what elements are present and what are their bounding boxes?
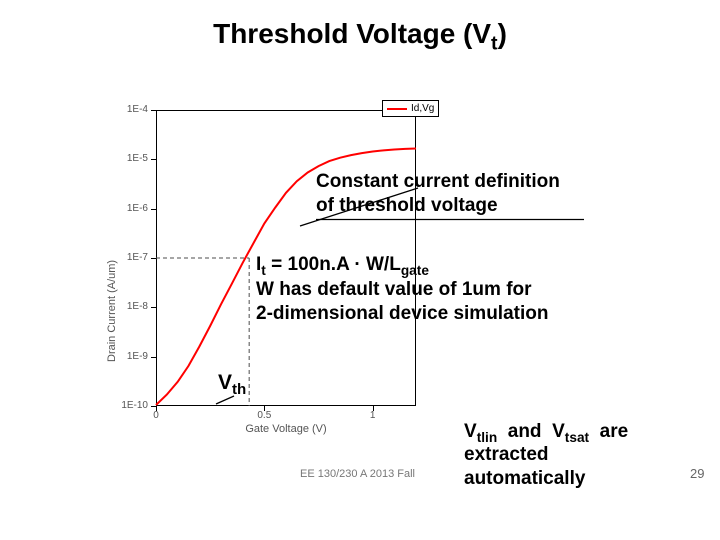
x-tick-mark	[156, 406, 157, 411]
annot-constant-current-definition: Constant current definitionof threshold …	[316, 170, 560, 218]
x-tick-label: 1	[358, 410, 388, 421]
y-tick-mark	[151, 357, 156, 358]
y-tick-mark	[151, 209, 156, 210]
annot-it-equation: It = 100n.A · W/Lgate	[256, 253, 429, 279]
legend-swatch	[387, 108, 407, 110]
x-axis-label: Gate Voltage (V)	[156, 423, 416, 435]
y-tick-label: 1E-4	[98, 104, 148, 115]
y-tick-mark	[151, 110, 156, 111]
x-tick-label: 0.5	[249, 410, 279, 421]
y-tick-mark	[151, 159, 156, 160]
slide-title: Threshold Voltage (Vt)	[0, 18, 720, 56]
x-tick-label: 0	[141, 410, 171, 421]
annot-vtlin-vtsat-line2: extractedautomatically	[464, 443, 585, 491]
title-tail: )	[498, 18, 507, 49]
x-tick-mark	[373, 406, 374, 411]
annot-w-default: W has default value of 1um for2-dimensio…	[256, 278, 548, 326]
page-number: 29	[690, 466, 704, 481]
y-tick-label: 1E-8	[98, 301, 148, 312]
legend-label: Id,Vg	[411, 103, 434, 114]
y-tick-label: 1E-7	[98, 252, 148, 263]
annot-vth-label: Vth	[218, 370, 246, 400]
y-tick-label: 1E-6	[98, 203, 148, 214]
chart-legend: Id,Vg	[382, 100, 439, 117]
y-tick-mark	[151, 258, 156, 259]
y-tick-label: 1E-9	[98, 351, 148, 362]
y-tick-mark	[151, 307, 156, 308]
slide-root: { "title": { "text": "Threshold Voltage …	[0, 0, 720, 540]
title-main: Threshold Voltage (V	[213, 18, 491, 49]
x-tick-mark	[264, 406, 265, 411]
y-tick-label: 1E-5	[98, 153, 148, 164]
slide-footer: EE 130/230 A 2013 Fall	[300, 468, 415, 480]
